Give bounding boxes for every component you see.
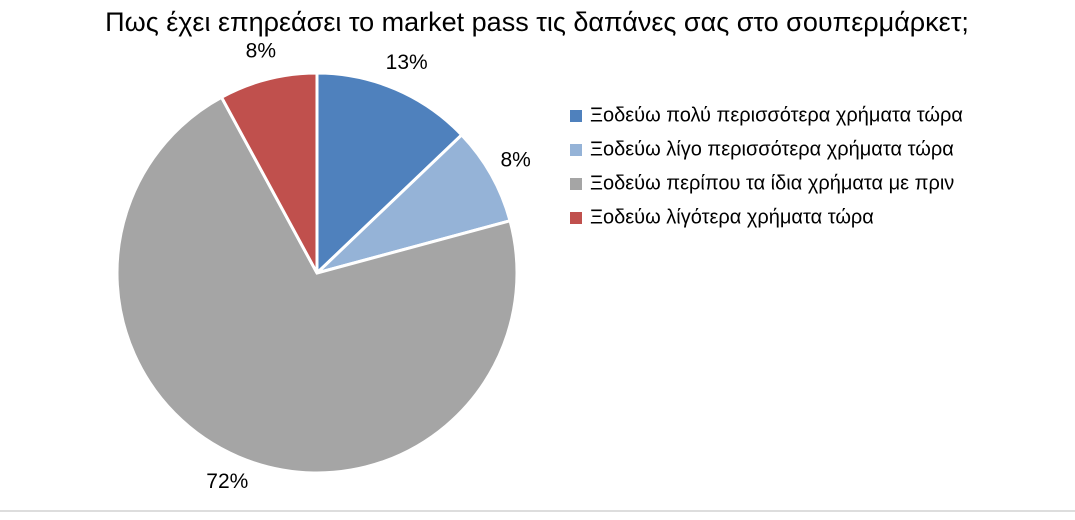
legend-label: Ξοδεύω περίπου τα ίδια χρήματα με πριν (590, 172, 954, 194)
legend-label: Ξοδεύω πολύ περισσότερα χρήματα τώρα (590, 104, 963, 126)
pie-slice (315, 71, 464, 277)
data-label: 13% (386, 51, 428, 74)
legend-swatch (570, 144, 582, 156)
data-label: 8% (246, 40, 276, 63)
pie-slice (315, 132, 512, 275)
pie-slice (115, 95, 519, 475)
legend-swatch (570, 110, 582, 122)
legend-swatch (570, 178, 582, 190)
legend-label: Ξοδεύω λίγο περισσότερα χρήματα τώρα (590, 138, 954, 160)
legend-swatch (570, 212, 582, 224)
legend-label: Ξοδεύω λίγότερα χρήματα τώρα (590, 206, 874, 228)
data-label: 72% (206, 470, 248, 493)
data-label: 8% (500, 149, 530, 172)
chart-title: Πως έχει επηρεάσει το market pass τις δα… (105, 7, 969, 37)
pie-slice (219, 71, 319, 274)
